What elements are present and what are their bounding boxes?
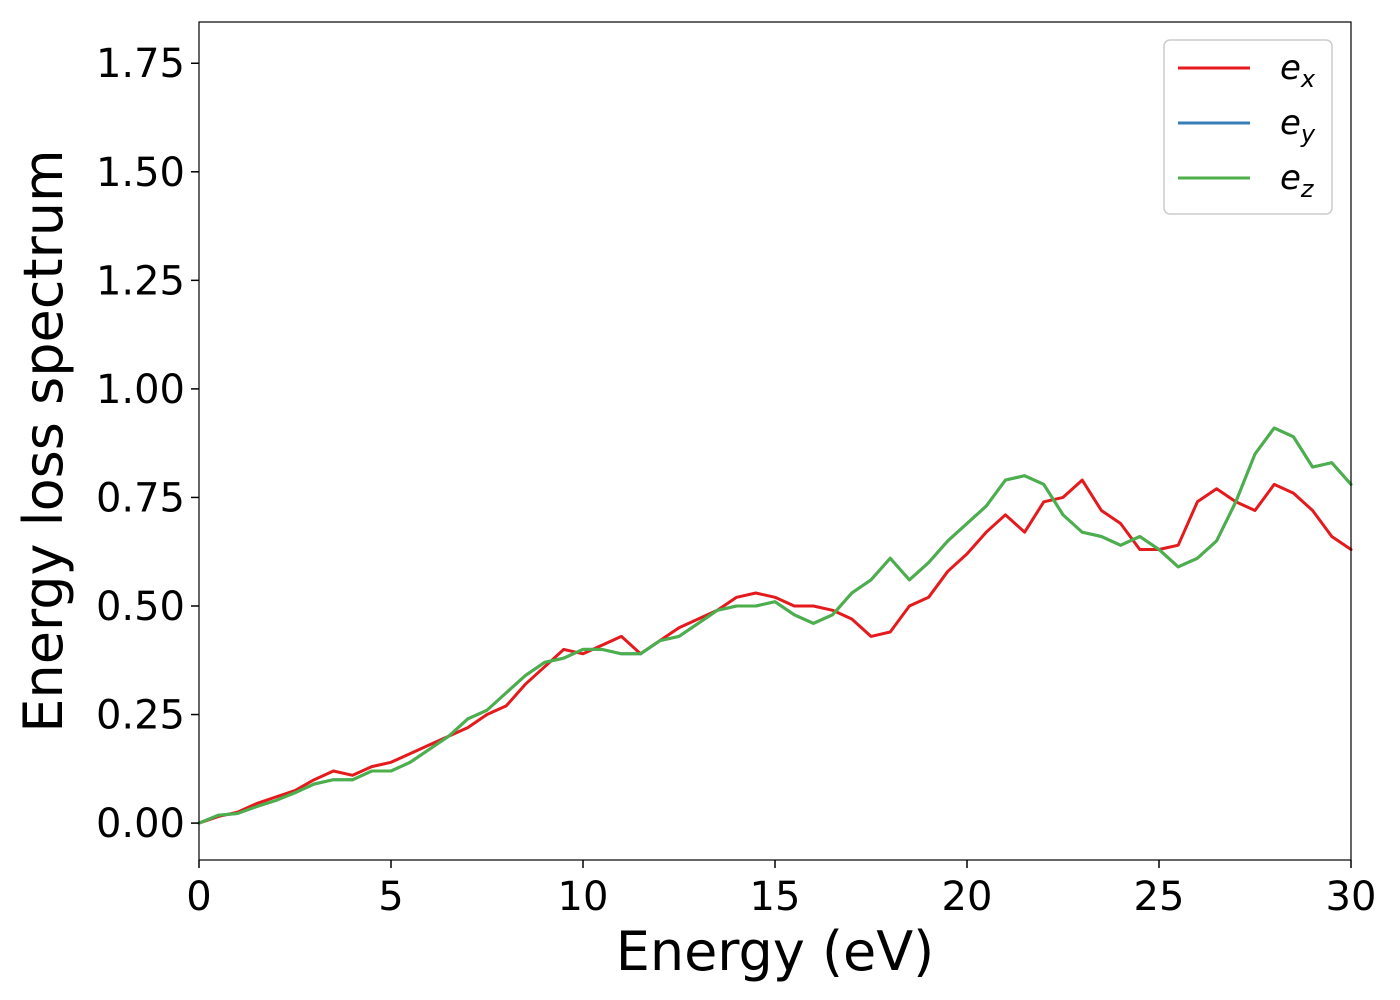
y-tick-label: 1.00 xyxy=(96,367,185,413)
x-axis-label: Energy (eV) xyxy=(616,920,935,983)
x-tick-label: 5 xyxy=(378,874,403,920)
y-tick-label: 1.25 xyxy=(96,258,185,304)
legend-label-ez: ez xyxy=(1280,158,1315,203)
series-line-ez xyxy=(197,426,1353,825)
y-axis-label: Energy loss spectrum xyxy=(12,149,75,732)
y-axis: 0.00 0.25 0.50 0.75 1.00 1.25 1.50 1.75 xyxy=(96,41,199,847)
y-tick-label: 1.75 xyxy=(96,41,185,87)
legend: ex ey ez xyxy=(1163,39,1333,215)
legend-label-ey: ey xyxy=(1280,103,1316,148)
x-tick-label: 15 xyxy=(750,874,801,920)
y-tick-label: 0.50 xyxy=(96,584,185,630)
x-tick-label: 25 xyxy=(1134,874,1185,920)
x-tick-label: 20 xyxy=(942,874,993,920)
series-line-ey xyxy=(197,426,1353,825)
plot-area xyxy=(197,426,1353,825)
legend-label-ex: ex xyxy=(1280,48,1316,93)
x-tick-label: 30 xyxy=(1326,874,1377,920)
x-axis: 0 5 10 15 20 25 30 xyxy=(186,860,1376,920)
y-tick-label: 0.25 xyxy=(96,693,185,739)
legend-box xyxy=(1163,39,1333,215)
y-tick-label: 1.50 xyxy=(96,150,185,196)
y-tick-label: 0.75 xyxy=(96,475,185,521)
y-tick-label: 0.00 xyxy=(96,801,185,847)
x-tick-label: 0 xyxy=(186,874,211,920)
x-tick-label: 10 xyxy=(558,874,609,920)
